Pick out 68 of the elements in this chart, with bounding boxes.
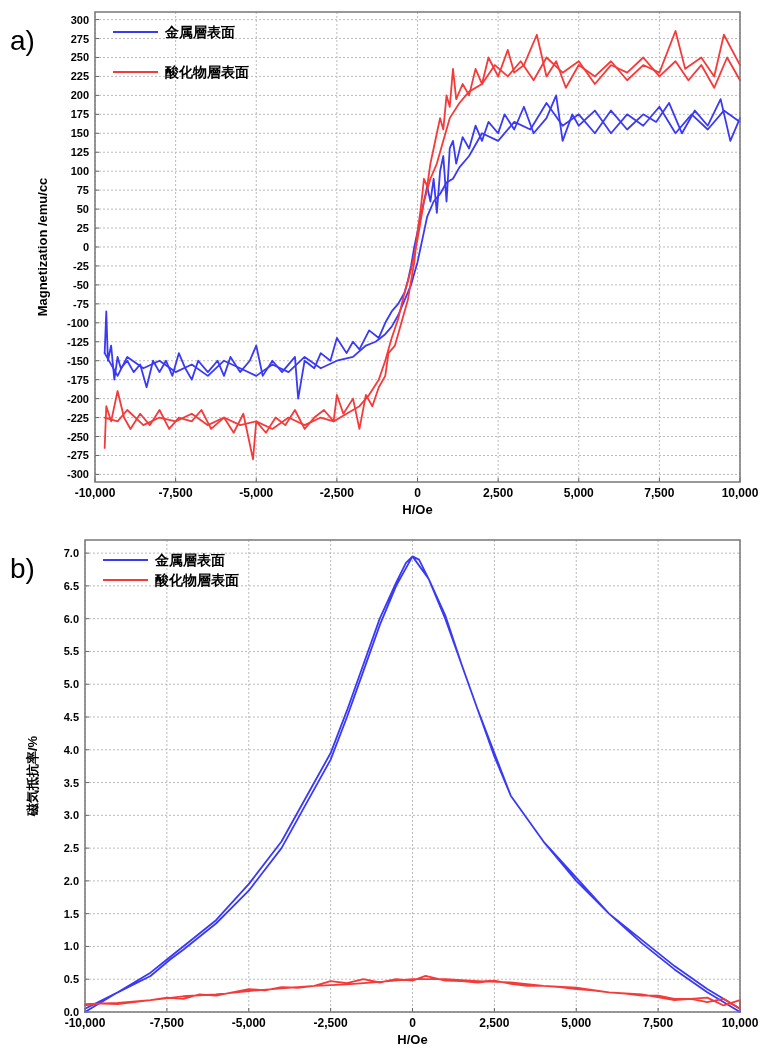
y-tick-label: 7.0	[63, 547, 79, 560]
x-tick-label: -7,500	[149, 1016, 185, 1030]
y-tick-label: 225	[70, 70, 89, 83]
y-tick-label: 2.0	[63, 874, 79, 887]
y-tick-label: 200	[70, 89, 89, 102]
x-tick-label: -10,000	[64, 1016, 106, 1030]
y-tick-label: 6.0	[63, 612, 79, 625]
x-tick-label: 10,000	[721, 486, 759, 500]
y-tick-label: 75	[76, 184, 89, 197]
x-tick-label: 0	[409, 1016, 417, 1030]
y-tick-label: -25	[73, 259, 89, 272]
x-tick-label: 10,000	[721, 1016, 759, 1030]
y-tick-label: 175	[70, 108, 89, 121]
y-tick-label: 100	[70, 165, 89, 178]
y-tick-label: 6.5	[63, 579, 79, 592]
y-tick-label: 0.5	[63, 973, 79, 986]
y-tick-label: 4.0	[63, 743, 79, 756]
x-tick-label: 0	[414, 486, 422, 500]
y-tick-label: -275	[66, 449, 89, 462]
x-tick-label: 2,500	[479, 1016, 510, 1030]
x-tick-label: 7,500	[644, 486, 675, 500]
text: a)	[10, 25, 35, 56]
x-tick-label: -7,500	[158, 486, 193, 500]
x-tick-label: 5,000	[561, 1016, 592, 1030]
y-tick-label: 50	[76, 203, 89, 216]
y-tick-label: 3.5	[63, 776, 79, 789]
y-tick-label: -75	[73, 297, 89, 310]
y-tick-label: 250	[70, 51, 89, 64]
y-tick-label: -125	[66, 335, 89, 348]
x-tick-label: -2,500	[319, 486, 355, 500]
x-tick-label: -5,000	[231, 1016, 267, 1030]
y-tick-label: 2.5	[63, 842, 79, 855]
y-tick-label: -100	[66, 316, 89, 329]
x-tick-label: 5,000	[563, 486, 595, 500]
y-tick-label: 1.5	[63, 907, 79, 920]
y-tick-label: 3.0	[63, 809, 79, 822]
y-tick-label: 0	[82, 241, 89, 253]
x-axis-title: H/Oe	[402, 502, 433, 517]
y-tick-label: -250	[66, 430, 89, 443]
x-tick-label: 7,500	[643, 1016, 674, 1030]
y-tick-label: -300	[66, 468, 89, 481]
y-tick-label: 25	[76, 222, 89, 235]
y-tick-label: 4.5	[63, 711, 79, 723]
x-tick-label: -5,000	[239, 486, 274, 500]
y-tick-label: -150	[66, 354, 89, 367]
y-tick-label: -225	[66, 411, 89, 424]
y-tick-label: 150	[70, 127, 89, 140]
y-tick-label: -175	[66, 373, 89, 386]
y-tick-label: -50	[73, 278, 89, 291]
legend-label: 酸化物層表面	[165, 64, 249, 80]
y-tick-label: 5.0	[63, 678, 79, 691]
legend-label: 金属層表面	[154, 552, 225, 568]
legend-label: 金属層表面	[164, 24, 235, 40]
text: b)	[10, 553, 35, 584]
y-tick-label: -200	[66, 392, 89, 405]
x-tick-label: 2,500	[483, 486, 514, 500]
y-tick-label: 1.0	[63, 940, 79, 953]
y-tick-label: 275	[70, 32, 89, 45]
x-tick-label: -2,500	[313, 1016, 348, 1030]
y-tick-label: 0.0	[63, 1006, 79, 1018]
y-tick-label: 300	[70, 13, 89, 26]
y-tick-label: 125	[70, 146, 89, 159]
x-axis-title: H/Oe	[397, 1032, 428, 1047]
x-tick-label: -10,000	[74, 486, 116, 500]
legend-label: 酸化物層表面	[155, 572, 239, 588]
y-tick-label: 5.5	[63, 645, 79, 658]
y-axis-title: 磁気抵抗率/%	[25, 735, 40, 818]
y-axis-title: Magnetization /emu/cc	[35, 177, 50, 317]
